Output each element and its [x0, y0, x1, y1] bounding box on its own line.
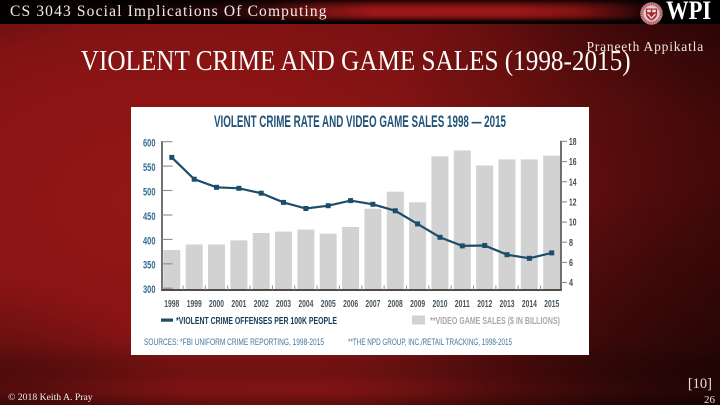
- svg-text:2014: 2014: [522, 299, 537, 310]
- svg-text:2011: 2011: [455, 299, 470, 310]
- svg-text:1998: 1998: [164, 299, 179, 310]
- svg-text:*VIOLENT CRIME OFFENSES PER 10: *VIOLENT CRIME OFFENSES PER 100K PEOPLE: [176, 315, 337, 327]
- svg-text:2007: 2007: [365, 299, 380, 310]
- svg-text:2001: 2001: [231, 299, 246, 310]
- svg-text:2004: 2004: [298, 299, 313, 310]
- svg-text:2009: 2009: [410, 299, 425, 310]
- svg-text:**VIDEO GAME SALES ($ IN BILLI: **VIDEO GAME SALES ($ IN BILLIONS): [430, 315, 560, 327]
- svg-text:4: 4: [569, 277, 573, 289]
- svg-text:12: 12: [569, 197, 577, 209]
- svg-text:6: 6: [569, 257, 573, 269]
- svg-text:2000: 2000: [209, 299, 224, 310]
- svg-text:14: 14: [569, 176, 577, 188]
- svg-text:2003: 2003: [276, 299, 291, 310]
- svg-text:2008: 2008: [388, 299, 403, 310]
- svg-text:350: 350: [143, 260, 156, 272]
- svg-text:16: 16: [569, 156, 577, 168]
- svg-text:450: 450: [143, 211, 156, 223]
- svg-text:600: 600: [143, 138, 156, 150]
- svg-text:500: 500: [143, 187, 156, 199]
- svg-text:8: 8: [569, 237, 573, 249]
- svg-text:2012: 2012: [477, 299, 492, 310]
- svg-text:**THE NPD GROUP, INC./RETAIL T: **THE NPD GROUP, INC./RETAIL TRACKING, 1…: [348, 337, 512, 347]
- svg-text:2002: 2002: [254, 299, 269, 310]
- svg-text:10: 10: [569, 217, 577, 229]
- svg-text:SOURCES: *FBI UNIFORM CRIME RE: SOURCES: *FBI UNIFORM CRIME REPORTING, 1…: [144, 337, 324, 347]
- svg-text:18: 18: [569, 136, 577, 148]
- svg-text:300: 300: [143, 284, 156, 296]
- svg-text:2006: 2006: [343, 299, 358, 310]
- svg-text:400: 400: [143, 235, 156, 247]
- svg-text:1999: 1999: [187, 299, 202, 310]
- svg-text:2013: 2013: [500, 299, 515, 310]
- svg-text:2015: 2015: [544, 299, 559, 310]
- svg-text:550: 550: [143, 162, 156, 174]
- svg-text:2005: 2005: [321, 299, 336, 310]
- svg-text:VIOLENT CRIME RATE AND VIDEO G: VIOLENT CRIME RATE AND VIDEO GAME SALES …: [214, 112, 506, 131]
- svg-text:2010: 2010: [433, 299, 448, 310]
